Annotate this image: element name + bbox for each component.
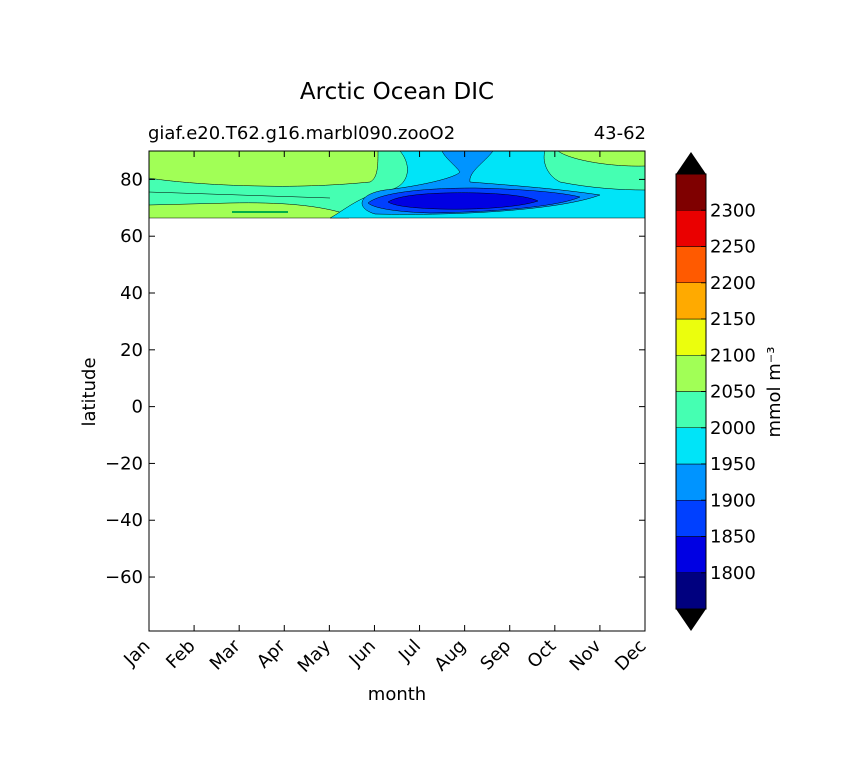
colorbar-segment <box>675 246 707 283</box>
contour-field <box>148 150 646 219</box>
colorbar-label: mmol m⁻³ <box>764 346 785 437</box>
colorbar-segment <box>675 427 707 465</box>
y-tick-label: −60 <box>105 567 143 588</box>
x-tick-label: Jun <box>345 636 380 671</box>
y-tick-label: 20 <box>120 340 143 361</box>
chart-subtitle-right: 43-62 <box>594 123 646 144</box>
y-tick-label: 0 <box>132 397 143 418</box>
contour-band-1800-1850 <box>387 192 539 210</box>
contour-line-2000 <box>148 191 331 199</box>
colorbar-segment <box>675 282 707 320</box>
colorbar-over-triangle <box>676 152 706 174</box>
x-tick-label: Nov <box>566 635 606 675</box>
y-tick-label: 40 <box>120 283 143 304</box>
x-tick-label: Mar <box>206 635 245 674</box>
colorbar-tick-label: 1800 <box>710 563 756 584</box>
contour-band-2050-2100-winter <box>148 150 379 187</box>
colorbar-segment <box>675 173 707 211</box>
colorbar-segment <box>675 210 707 247</box>
colorbar-segment <box>675 536 707 573</box>
plot-frame <box>148 150 646 632</box>
x-tick-label: Dec <box>611 636 650 675</box>
x-axis-label: month <box>368 684 426 705</box>
colorbar-segment <box>675 391 707 428</box>
chart-subtitle-left: giaf.e20.T62.g16.marbl090.zooO2 <box>148 123 455 144</box>
x-tick-label: Jul <box>394 636 425 667</box>
colorbar-tick-label: 2000 <box>710 418 756 439</box>
colorbar-tick-label: 1900 <box>710 490 756 511</box>
x-tick-label: May <box>294 635 335 676</box>
y-tick-label: −40 <box>105 510 143 531</box>
colorbar-tick-label: 2300 <box>710 200 756 221</box>
colorbar-segment <box>675 463 707 501</box>
y-axis-label: latitude <box>79 357 100 426</box>
x-tick-label: Feb <box>162 636 199 673</box>
x-tick-label: Jan <box>119 636 154 671</box>
colorbar-tick-label: 2050 <box>710 382 756 403</box>
x-tick-label: Sep <box>476 636 515 675</box>
colorbar-segment <box>675 500 707 537</box>
colorbar-segment <box>675 572 707 610</box>
x-tick-label: Aug <box>430 636 470 676</box>
chart-title: Arctic Ocean DIC <box>300 79 494 105</box>
y-tick-label: −20 <box>105 453 143 474</box>
contour-band-2100-2150-patch <box>232 211 288 213</box>
colorbar-segment <box>675 355 707 392</box>
colorbar-segment <box>675 318 707 356</box>
colorbar-tick-label: 2100 <box>710 345 756 366</box>
colorbar-under-triangle <box>676 609 706 631</box>
colorbar: 1800 1850 1900 1950 2000 2050 2100 2150 2200 2250… <box>675 152 756 631</box>
colorbar-tick-label: 2200 <box>710 273 756 294</box>
y-tick-label: 60 <box>120 226 143 247</box>
x-tick-label: Oct <box>523 636 560 673</box>
x-tick-label: Apr <box>253 635 290 672</box>
colorbar-tick-label: 2150 <box>710 309 756 330</box>
colorbar-tick-label: 2250 <box>710 237 756 258</box>
y-axis: −60 −40 −20 0 20 40 60 80 <box>105 169 645 588</box>
plot-background <box>149 151 645 631</box>
plot-area: −60 −40 −20 0 20 40 60 80 Jan Feb Mar Apr May Jun Jul… <box>105 150 651 677</box>
colorbar-tick-label: 1950 <box>710 454 756 475</box>
y-tick-label: 80 <box>120 169 143 190</box>
colorbar-tick-label: 1850 <box>710 527 756 548</box>
